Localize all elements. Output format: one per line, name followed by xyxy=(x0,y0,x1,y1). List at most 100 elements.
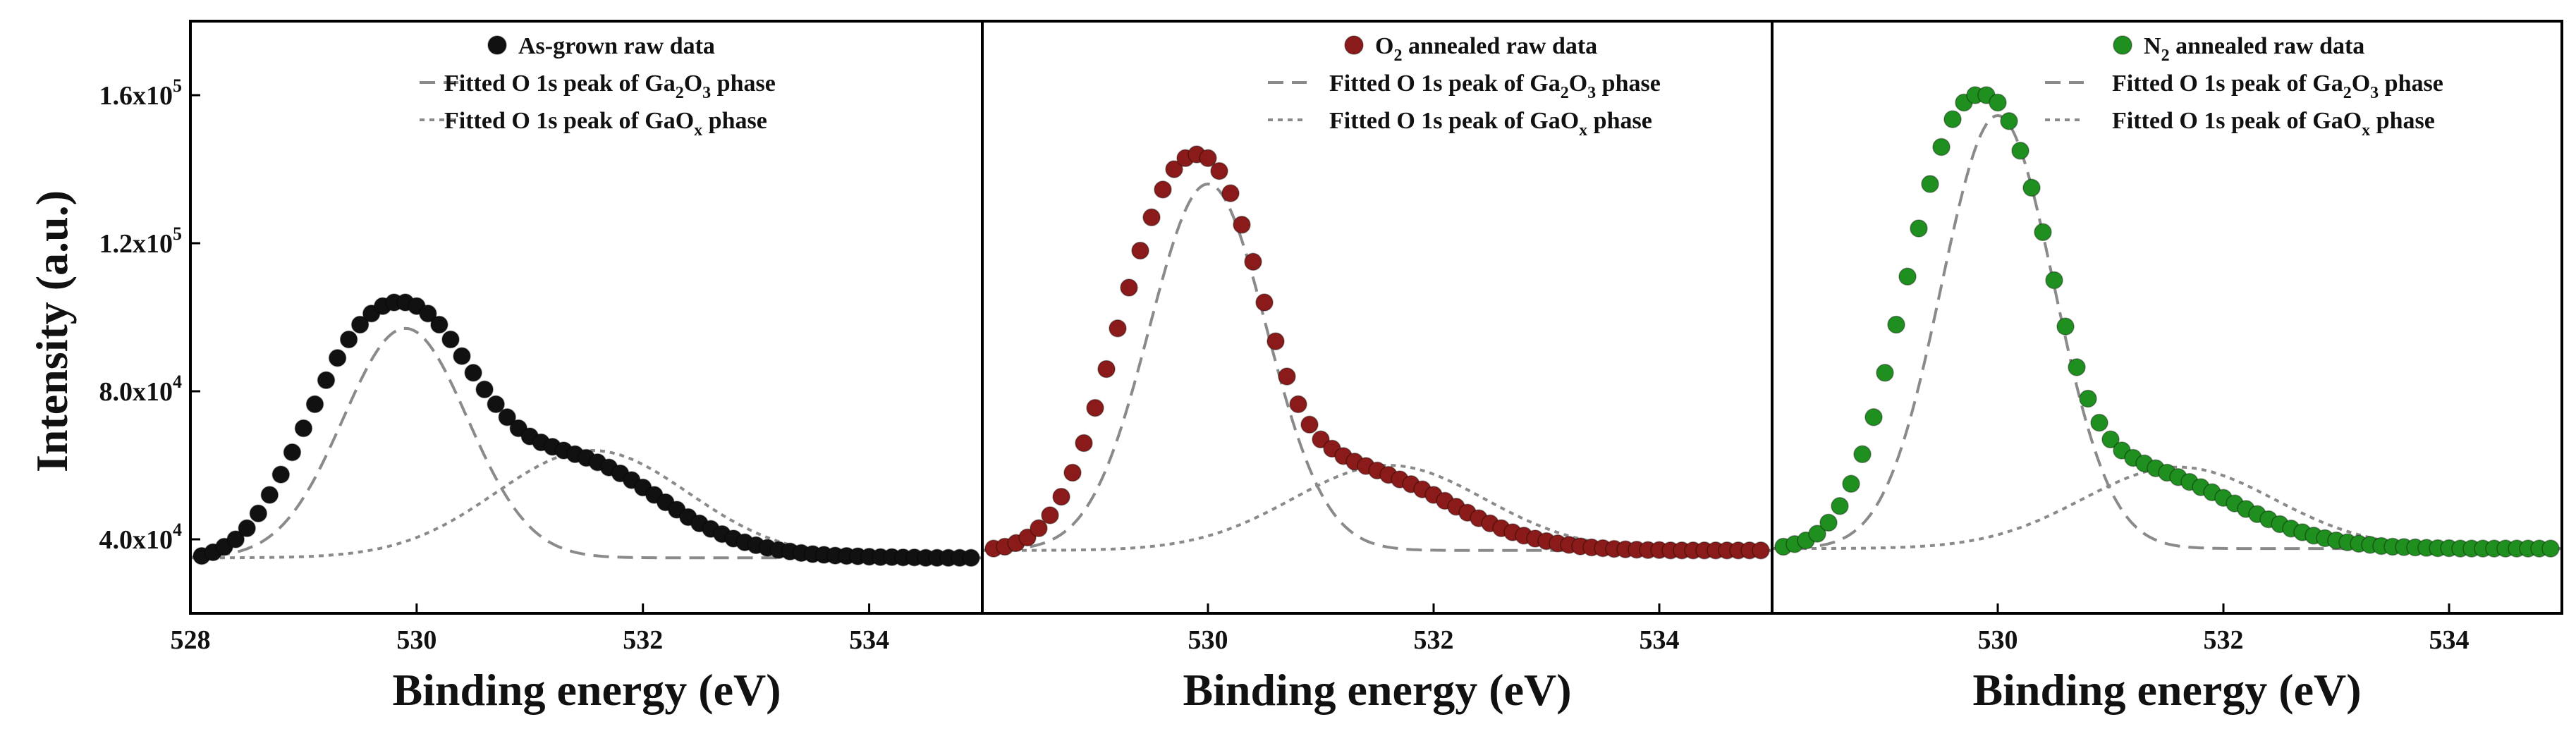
raw-data-point xyxy=(1289,395,1307,414)
raw-data-point xyxy=(487,395,505,414)
raw-data-point xyxy=(1154,180,1172,199)
raw-data-point xyxy=(260,486,279,504)
panel-n2-annealed-frame xyxy=(1771,20,2563,615)
y-tick-label: 1.6x105 xyxy=(99,75,183,111)
raw-data-point xyxy=(2541,539,2560,558)
x-tick-label: 530 xyxy=(1978,625,2018,655)
panel-as-grown-x-axis-title: Binding energy (eV) xyxy=(392,665,781,715)
raw-data-point xyxy=(1312,430,1330,449)
panel-o2-annealed-x-axis-title: Binding energy (eV) xyxy=(1183,665,1571,715)
raw-data-point xyxy=(1210,161,1228,180)
raw-data-point xyxy=(271,465,291,484)
raw-data-point xyxy=(1932,137,1951,157)
panel-n2-annealed-marks xyxy=(1772,86,2562,558)
fit-curve-gaox xyxy=(190,448,982,560)
legend-raw-marker xyxy=(1344,35,1364,55)
fit-curve-gaox xyxy=(982,463,1772,552)
panel-o2-annealed-x-ticks: 530 532 534 xyxy=(1188,603,1680,655)
y-tick-label: 1.2x105 xyxy=(99,223,183,259)
raw-data-point xyxy=(1131,241,1149,260)
legend-ga2o3-label: Fitted O 1s peak of Ga2O3 phase xyxy=(1329,70,1661,102)
panel-o2-annealed: 530 532 534 O2 annealed raw data Fitted O 1… xyxy=(981,20,1774,715)
legend-gaox-label: Fitted O 1s peak of GaOx phase xyxy=(2112,108,2435,140)
raw-data-point xyxy=(1109,319,1127,338)
raw-data-point xyxy=(339,330,358,349)
legend-gaox-label: Fitted O 1s peak of GaOx phase xyxy=(1329,108,1652,140)
legend-raw-marker xyxy=(487,35,507,55)
legend-raw-label: N2 annealed raw data xyxy=(2144,33,2364,65)
y-axis-title: Intensity (a.u.) xyxy=(27,190,77,472)
x-tick-label: 534 xyxy=(2429,625,2470,655)
raw-data-point xyxy=(305,395,324,414)
raw-data-point xyxy=(498,408,516,427)
x-tick-label: 534 xyxy=(1640,625,1680,655)
raw-data-point xyxy=(1120,278,1138,297)
raw-data-point xyxy=(2011,142,2029,160)
raw-data-point xyxy=(2000,112,2018,130)
raw-data-point xyxy=(1876,364,1894,382)
raw-data-point xyxy=(1233,216,1251,234)
y-tick-label: 4.0x104 xyxy=(99,520,183,555)
raw-data-point xyxy=(1255,293,1274,312)
raw-data-point xyxy=(1808,525,1826,543)
raw-data-point xyxy=(2022,178,2041,197)
panel-n2-annealed: 530 532 534 N2 annealed raw data Fitted O 1… xyxy=(1771,20,2563,715)
raw-data-point xyxy=(453,347,471,365)
x-tick-label: 530 xyxy=(396,625,437,655)
raw-data-point xyxy=(1086,398,1104,417)
raw-data-point xyxy=(283,443,302,462)
raw-data-point xyxy=(1075,434,1093,453)
raw-data-point xyxy=(249,504,268,523)
legend-ga2o3-label: Fitted O 1s peak of Ga2O3 phase xyxy=(2112,70,2443,102)
panel-o2-annealed-legend: O2 annealed raw data Fitted O 1s peak of … xyxy=(1268,33,1661,140)
panel-n2-annealed-x-axis-title: Binding energy (eV) xyxy=(1972,665,2361,715)
y-tick-label: 8.0x104 xyxy=(99,372,183,407)
raw-data-point xyxy=(419,305,437,323)
raw-data-point xyxy=(2101,430,2120,449)
legend-raw-label: As-grown raw data xyxy=(518,33,715,59)
raw-data-point xyxy=(1244,252,1262,271)
raw-data-point xyxy=(1864,408,1883,427)
raw-data-point xyxy=(1097,360,1116,379)
raw-data-point xyxy=(2090,413,2108,432)
x-tick-label: 532 xyxy=(2204,625,2244,655)
x-tick-label: 532 xyxy=(1414,625,1454,655)
raw-data-point xyxy=(1898,267,1917,286)
raw-data-point xyxy=(1853,445,1872,464)
legend-gaox-label: Fitted O 1s peak of GaOx phase xyxy=(444,108,767,140)
x-tick-label: 528 xyxy=(171,625,211,655)
legend-ga2o3-label: Fitted O 1s peak of Ga2O3 phase xyxy=(444,70,776,102)
raw-data-point xyxy=(350,315,370,334)
raw-data-point xyxy=(1018,528,1037,547)
raw-data-point xyxy=(2079,389,2097,408)
raw-data-point xyxy=(441,330,460,349)
raw-data-point xyxy=(317,371,336,390)
panel-as-grown-y-ticks: 4.0x104 8.0x104 1.2x105 1.6x105 xyxy=(99,75,200,555)
raw-data-point xyxy=(2034,223,2052,242)
raw-data-point xyxy=(1221,184,1240,202)
raw-data-point xyxy=(226,530,245,548)
panel-o2-annealed-marks xyxy=(982,145,1772,560)
raw-data-point xyxy=(328,349,347,367)
fit-curve-ga2o3 xyxy=(190,326,982,560)
raw-data-point xyxy=(1199,149,1217,168)
raw-data-point xyxy=(1278,367,1296,386)
panel-as-grown: 528 530 532 534 4.0x104 8.0x104 1.2x105 1.6x10… xyxy=(99,20,984,715)
raw-data-point xyxy=(1831,497,1849,515)
raw-data-point xyxy=(1910,219,1928,238)
raw-data-point xyxy=(1063,463,1082,482)
legend-raw-label: O2 annealed raw data xyxy=(1375,33,1597,65)
raw-data-point xyxy=(1752,541,1770,560)
panel-as-grown-legend: As-grown raw data Fitted O 1s peak of Ga2… xyxy=(420,33,776,140)
raw-data-point xyxy=(1921,175,1939,193)
x-tick-label: 530 xyxy=(1188,625,1228,655)
raw-data-point xyxy=(1052,487,1070,506)
raw-data-point xyxy=(1165,160,1183,178)
raw-data-point xyxy=(1030,519,1048,538)
raw-data-point xyxy=(238,519,256,538)
raw-data-point xyxy=(1142,208,1161,227)
x-tick-label: 534 xyxy=(849,625,889,655)
raw-data-point xyxy=(475,380,494,399)
raw-data-point xyxy=(2068,358,2086,376)
raw-data-point xyxy=(1041,506,1059,525)
